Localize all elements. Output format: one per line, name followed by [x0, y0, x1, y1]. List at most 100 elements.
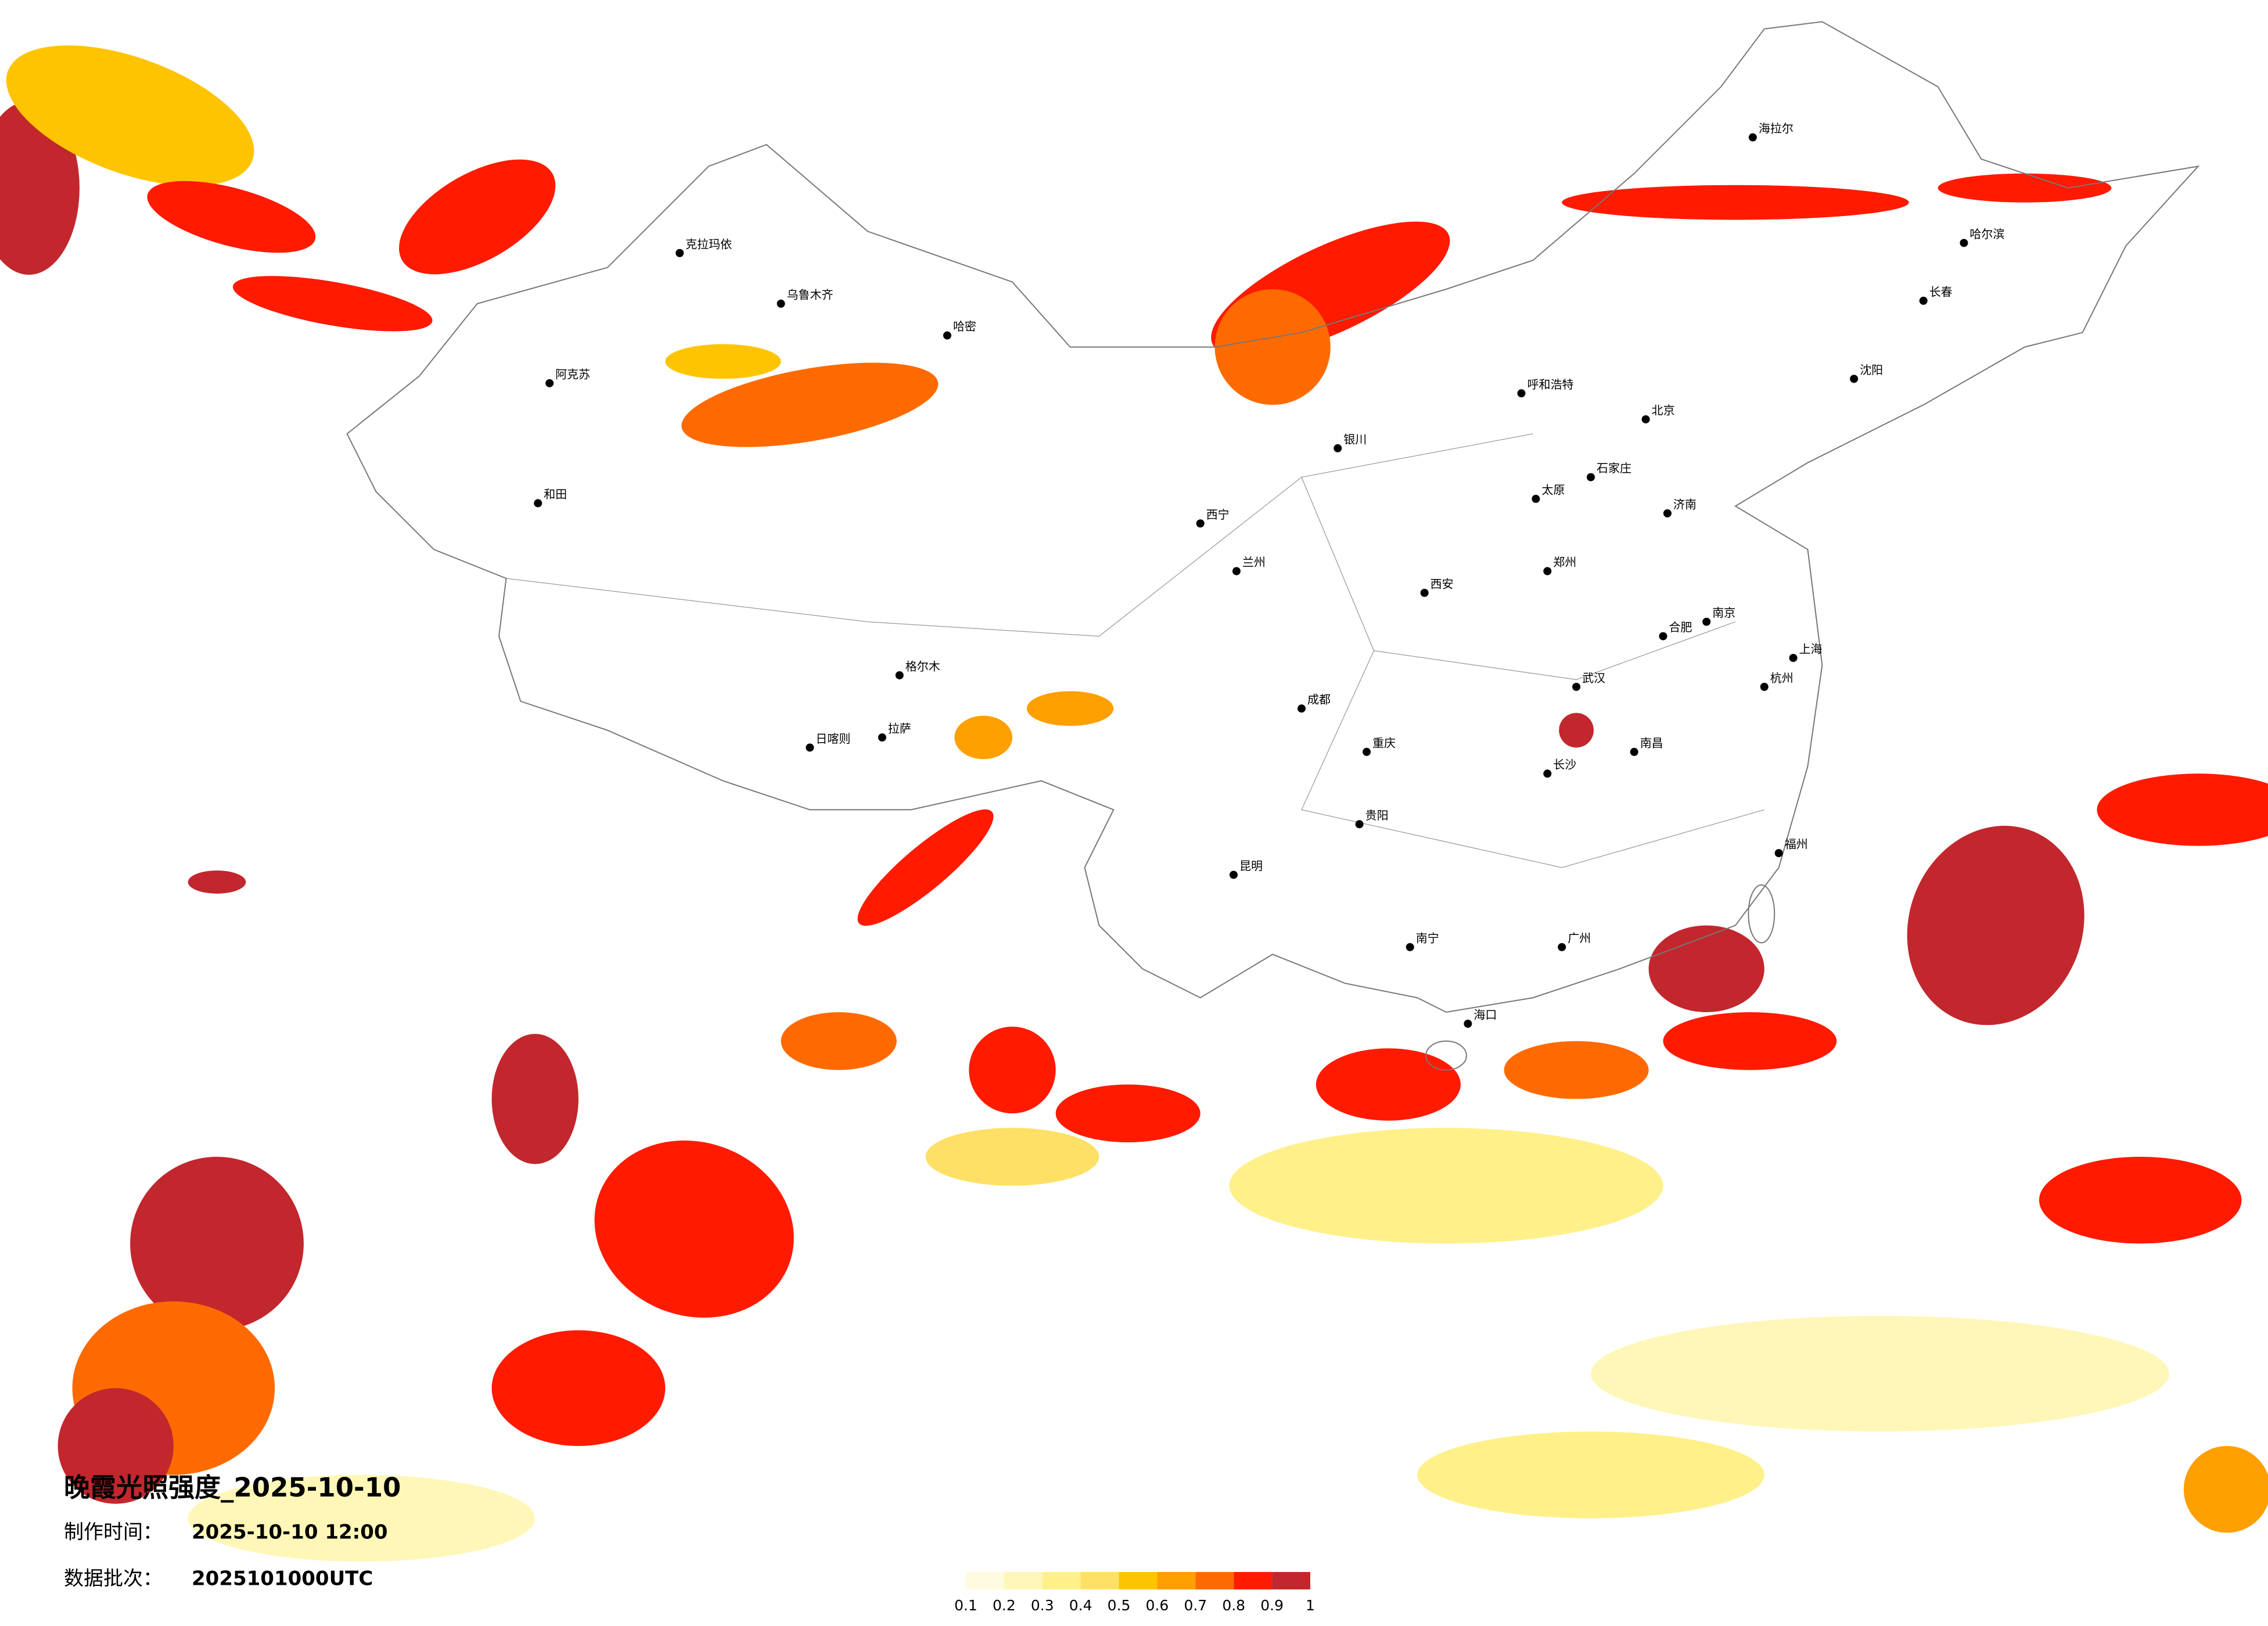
heat-blob: [665, 344, 781, 379]
city-dot: [1587, 473, 1595, 481]
city-label: 阿克苏: [555, 367, 590, 381]
heat-blob: [857, 809, 994, 926]
heat-blob: [1504, 1041, 1649, 1099]
city-label: 沈阳: [1860, 363, 1883, 377]
colorbar-tick-label: 0.7: [1184, 1597, 1207, 1614]
heat-blob: [1417, 1431, 1764, 1519]
city-dot: [1919, 296, 1928, 305]
city-label: 贵阳: [1365, 808, 1389, 822]
city-dot: [1355, 820, 1364, 829]
city-dot: [1532, 495, 1540, 503]
heat-blob: [491, 1330, 666, 1446]
heat-blob: [6, 45, 254, 186]
city-label: 西宁: [1206, 508, 1230, 521]
city-dot: [1229, 870, 1238, 879]
colorbar-swatch: [966, 1572, 1004, 1589]
city-dot: [675, 249, 684, 257]
heat-blob: [232, 276, 433, 332]
city-dot: [1760, 682, 1769, 691]
heat-blob: [1663, 1012, 1837, 1070]
city-label: 兰州: [1242, 555, 1266, 569]
city-label: 武汉: [1582, 671, 1605, 685]
colorbar-tick-label: 0.6: [1146, 1597, 1169, 1614]
colorbar-tick-label: 1: [1306, 1597, 1315, 1614]
colorbar-swatch: [1080, 1572, 1119, 1589]
city-label: 格尔木: [905, 659, 940, 673]
city-dot: [1334, 444, 1342, 452]
city-label: 呼和浩特: [1527, 377, 1573, 391]
city-label: 哈尔滨: [1969, 227, 2004, 241]
city-dot: [1517, 389, 1526, 398]
heat-blob: [147, 181, 316, 253]
city-label: 长春: [1929, 285, 1953, 298]
colorbar-tick-label: 0.9: [1260, 1597, 1284, 1614]
city-label: 克拉玛依: [685, 237, 732, 251]
heat-blob: [1315, 1048, 1461, 1121]
city-dot: [1232, 567, 1241, 575]
colorbar-swatch: [1119, 1572, 1158, 1589]
heat-blob: [2039, 1157, 2242, 1244]
heat-blob: [1907, 826, 2084, 1026]
city-dot: [895, 671, 904, 679]
city-dot: [1702, 617, 1711, 626]
city-dot: [1572, 682, 1581, 691]
colorbar-swatch: [1195, 1572, 1234, 1589]
colorbar-swatch: [1004, 1572, 1043, 1589]
city-dot: [1960, 239, 1968, 247]
heat-field: [0, 45, 2268, 1562]
city-label: 西安: [1430, 577, 1454, 591]
colorbar-swatch: [1157, 1572, 1196, 1589]
city-dot: [1663, 509, 1672, 517]
heat-blob: [1229, 1128, 1663, 1244]
city-label: 南京: [1712, 606, 1735, 620]
city-label: 上海: [1799, 642, 1823, 656]
heat-blob: [2097, 774, 2268, 846]
city-label: 乌鲁木齐: [787, 287, 833, 301]
city-dot: [1406, 942, 1414, 951]
colorbar-tick-label: 0.5: [1108, 1597, 1131, 1614]
heat-blob: [399, 159, 556, 275]
heat-blob: [594, 1140, 794, 1318]
city-dot: [1774, 849, 1783, 858]
city-dot: [1641, 415, 1650, 424]
map-title: 晚霞光照强度_2025-10-10: [64, 1472, 401, 1503]
heat-blob: [681, 362, 939, 447]
city-dot: [545, 379, 554, 387]
colorbar-swatch: [1042, 1572, 1081, 1589]
heat-blob: [130, 1156, 304, 1330]
heat-blob: [781, 1012, 897, 1070]
colorbar-tick-label: 0.8: [1222, 1597, 1245, 1614]
city-dot: [1850, 375, 1859, 383]
city-dot: [1543, 567, 1552, 575]
city-label: 石家庄: [1597, 461, 1631, 475]
colorbar: 0.1 0.2 0.3 0.4 0.5 0.6 0.7 0.8 0.9 1: [954, 1572, 1315, 1614]
heat-blob: [969, 1026, 1056, 1114]
city-label: 合肥: [1669, 620, 1692, 634]
heat-blob: [1055, 1084, 1201, 1143]
city-dot: [1630, 747, 1638, 756]
city-label: 拉萨: [888, 721, 911, 735]
heat-blob: [1938, 173, 2112, 203]
city-dot: [1659, 632, 1667, 641]
city-label: 太原: [1541, 483, 1565, 497]
heat-blob: [2183, 1446, 2268, 1533]
colorbar-tick-label: 0.4: [1069, 1597, 1092, 1614]
city-dot: [534, 499, 542, 508]
city-label: 长沙: [1553, 758, 1576, 772]
city-dot: [1420, 588, 1429, 597]
city-dot: [1464, 1019, 1472, 1028]
city-label: 日喀则: [815, 732, 850, 746]
made-label: 制作时间：: [64, 1521, 163, 1544]
city-label: 杭州: [1770, 671, 1793, 685]
city-label: 成都: [1307, 693, 1331, 707]
city-label: 济南: [1673, 497, 1696, 511]
colorbar-swatch: [1234, 1572, 1273, 1589]
heat-blob: [57, 1388, 174, 1504]
colorbar-swatch: [1272, 1572, 1310, 1589]
city-label: 海拉尔: [1759, 121, 1793, 135]
city-dot: [1748, 133, 1757, 142]
city-label: 海口: [1473, 1008, 1497, 1021]
city-dot: [1543, 769, 1552, 778]
city-dot: [777, 299, 785, 308]
